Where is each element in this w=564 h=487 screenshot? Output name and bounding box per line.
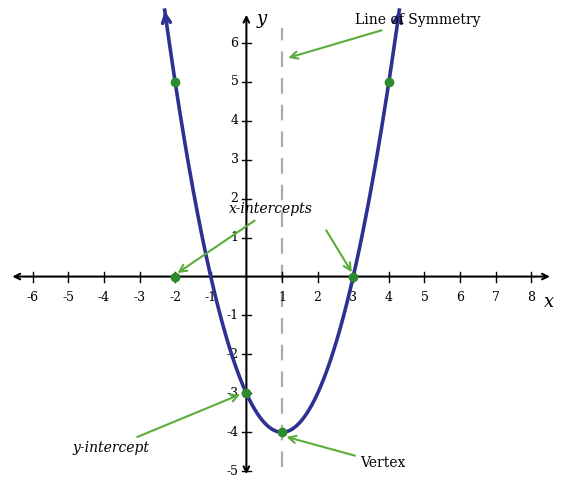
Text: y: y: [257, 10, 266, 28]
Text: 5: 5: [231, 75, 239, 89]
Text: -5: -5: [62, 291, 74, 304]
Text: 7: 7: [492, 291, 500, 304]
Text: 3: 3: [231, 153, 239, 167]
Text: 6: 6: [456, 291, 464, 304]
Text: -2: -2: [227, 348, 239, 361]
Text: -5: -5: [227, 465, 239, 478]
Text: y-intercept: y-intercept: [73, 394, 238, 455]
Text: -1: -1: [226, 309, 239, 322]
Text: Vertex: Vertex: [289, 436, 406, 470]
Text: 8: 8: [527, 291, 535, 304]
Text: 5: 5: [421, 291, 429, 304]
Text: 6: 6: [231, 37, 239, 50]
Text: -4: -4: [98, 291, 110, 304]
Text: -2: -2: [169, 291, 181, 304]
Text: x-intercepts: x-intercepts: [179, 202, 313, 272]
Text: 4: 4: [385, 291, 393, 304]
Text: -1: -1: [205, 291, 217, 304]
Text: 1: 1: [231, 231, 239, 244]
Text: 3: 3: [349, 291, 357, 304]
Text: 2: 2: [231, 192, 239, 205]
Text: Line of Symmetry: Line of Symmetry: [290, 13, 480, 58]
Text: -4: -4: [226, 426, 239, 439]
Text: 4: 4: [231, 114, 239, 128]
Text: 1: 1: [278, 291, 286, 304]
Text: 2: 2: [314, 291, 321, 304]
Text: -3: -3: [226, 387, 239, 400]
Text: -3: -3: [134, 291, 146, 304]
Text: x: x: [544, 293, 554, 311]
Text: -6: -6: [27, 291, 39, 304]
